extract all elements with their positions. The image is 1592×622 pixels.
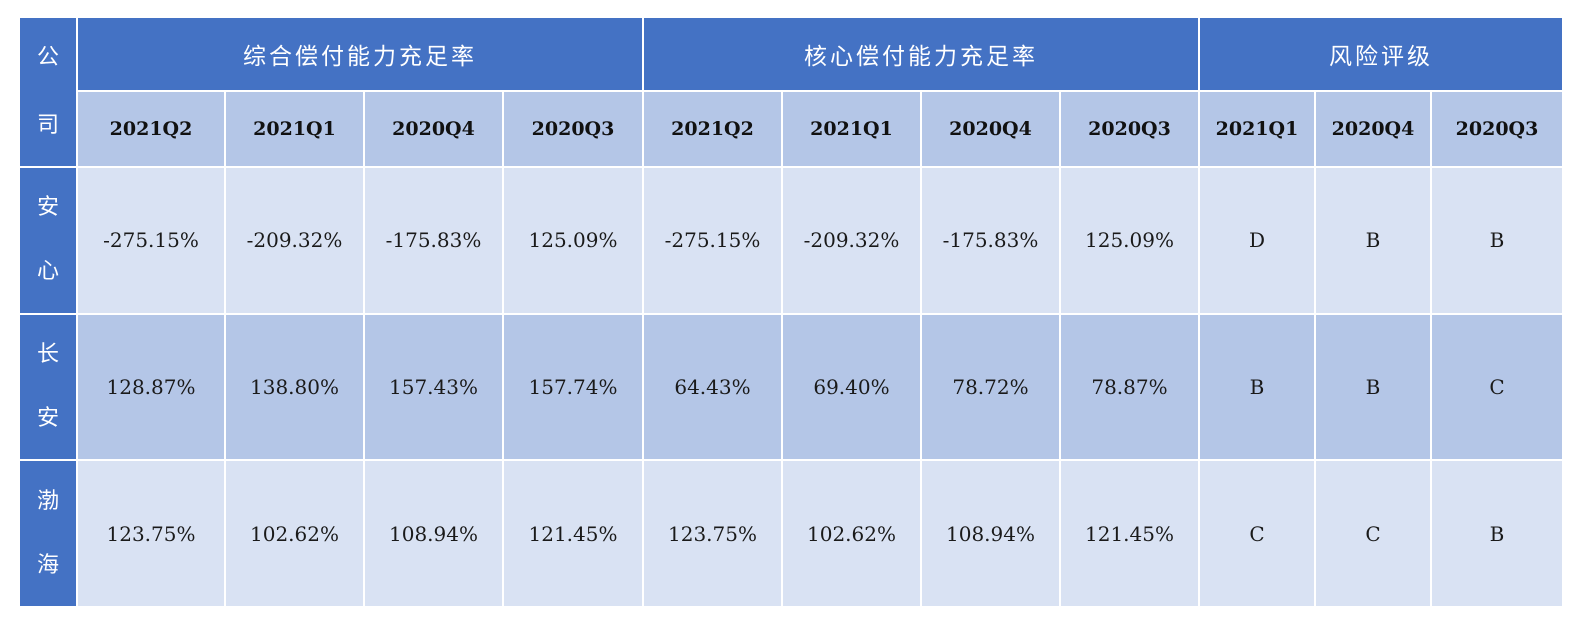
period-header: 2020Q3 <box>1059 90 1200 168</box>
company-name-cell: 安心 <box>18 166 78 315</box>
period-header: 2020Q4 <box>363 90 504 168</box>
rating-value: B <box>1314 312 1432 462</box>
core-value: 69.40% <box>781 312 922 462</box>
core-value: 125.09% <box>1059 166 1200 315</box>
core-value: 123.75% <box>642 459 783 608</box>
risk-rating-header: 风险评级 <box>1197 16 1565 92</box>
core-value: 78.72% <box>920 312 1061 462</box>
core-value: -275.15% <box>642 166 783 315</box>
period-header: 2021Q1 <box>1198 90 1316 168</box>
rating-value: C <box>1429 312 1565 462</box>
comprehensive-value: 138.80% <box>224 312 365 462</box>
period-header: 2021Q1 <box>781 90 922 168</box>
comprehensive-value: 125.09% <box>502 166 644 315</box>
comprehensive-value: 157.74% <box>502 312 644 462</box>
rating-value: C <box>1198 459 1316 608</box>
comprehensive-value: 102.62% <box>224 459 365 608</box>
period-header: 2020Q4 <box>1314 90 1432 168</box>
core-value: 64.43% <box>642 312 783 462</box>
core-value: 108.94% <box>920 459 1061 608</box>
core-value: -209.32% <box>781 166 922 315</box>
table-row: 安心 -275.15% -209.32% -175.83% 125.09% -2… <box>18 166 1565 315</box>
solvency-table: 公司 综合偿付能力充足率 核心偿付能力充足率 风险评级 2021Q2 2021Q… <box>18 16 1565 608</box>
period-header: 2020Q3 <box>1429 90 1565 168</box>
comprehensive-value: -175.83% <box>363 166 504 315</box>
period-header: 2021Q2 <box>642 90 783 168</box>
rating-value: D <box>1198 166 1316 315</box>
rating-value: B <box>1429 166 1565 315</box>
period-header: 2020Q3 <box>502 90 644 168</box>
core-value: -175.83% <box>920 166 1061 315</box>
comprehensive-value: 121.45% <box>502 459 644 608</box>
company-name: 渤海 <box>36 488 59 578</box>
rating-value: C <box>1314 459 1432 608</box>
core-value: 78.87% <box>1059 312 1200 462</box>
core-value: 121.45% <box>1059 459 1200 608</box>
core-solvency-header: 核心偿付能力充足率 <box>642 16 1200 92</box>
period-header: 2021Q2 <box>76 90 226 168</box>
period-header: 2021Q1 <box>224 90 365 168</box>
rating-value: B <box>1429 459 1565 608</box>
company-name: 安心 <box>36 195 59 285</box>
rating-value: B <box>1198 312 1316 462</box>
period-header: 2020Q4 <box>920 90 1061 168</box>
solvency-table-container: 公司 综合偿付能力充足率 核心偿付能力充足率 风险评级 2021Q2 2021Q… <box>18 16 1565 608</box>
comprehensive-solvency-header: 综合偿付能力充足率 <box>76 16 644 92</box>
company-name-cell: 渤海 <box>18 459 78 608</box>
core-value: 102.62% <box>781 459 922 608</box>
rating-value: B <box>1314 166 1432 315</box>
company-header-label: 公司 <box>36 45 59 138</box>
comprehensive-value: -275.15% <box>76 166 226 315</box>
comprehensive-value: 108.94% <box>363 459 504 608</box>
company-name-cell: 长安 <box>18 312 78 462</box>
comprehensive-value: -209.32% <box>224 166 365 315</box>
comprehensive-value: 123.75% <box>76 459 226 608</box>
table-row: 渤海 123.75% 102.62% 108.94% 121.45% 123.7… <box>18 459 1565 608</box>
company-header: 公司 <box>18 16 78 168</box>
comprehensive-value: 128.87% <box>76 312 226 462</box>
company-name: 长安 <box>36 341 59 431</box>
comprehensive-value: 157.43% <box>363 312 504 462</box>
table-row: 长安 128.87% 138.80% 157.43% 157.74% 64.43… <box>18 312 1565 462</box>
